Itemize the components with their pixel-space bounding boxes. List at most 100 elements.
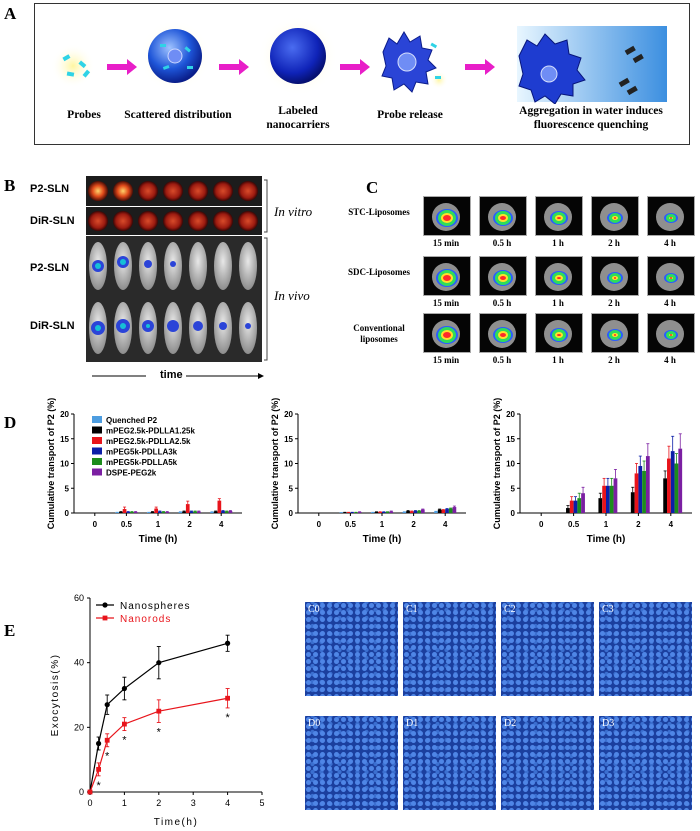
panel-a-frame: [34, 3, 690, 145]
y-tick-label: 10: [284, 460, 293, 469]
time-label: 1 h: [552, 298, 564, 308]
legend-swatch: [92, 416, 102, 423]
probe-release-icon: [381, 31, 448, 93]
thermal-image-graphic: [488, 263, 516, 291]
significance-marker: *: [105, 751, 110, 763]
thermal-image: [647, 256, 695, 296]
time-label: 4 h: [664, 355, 676, 365]
bar: [441, 510, 446, 513]
time-label: 15 min: [432, 238, 460, 248]
x-tick-label: 0: [317, 520, 322, 529]
thermal-image-graphic: [544, 320, 572, 348]
y-tick-label: 40: [74, 658, 84, 668]
labeled-nanocarrier-icon: [258, 16, 338, 96]
signal-red: [557, 334, 561, 336]
bar: [150, 512, 155, 513]
bar: [409, 511, 414, 513]
micrograph-c3: C3: [599, 602, 692, 696]
legend-marker: [102, 615, 108, 621]
bar: [598, 498, 603, 513]
x-axis-label: Time (h): [363, 534, 402, 545]
bar: [566, 508, 570, 513]
signal-red: [614, 334, 616, 336]
row-label: DiR-SLN: [30, 320, 75, 332]
data-point: [121, 685, 127, 692]
x-tick-label: 4: [443, 520, 448, 529]
x-axis-label: Time(h): [154, 817, 199, 828]
legend-swatch: [92, 426, 102, 434]
time-label: 0.5 h: [492, 238, 512, 248]
bar: [217, 500, 222, 513]
bar: [645, 456, 650, 513]
legend-swatch: [92, 468, 102, 476]
arrow-icon: [219, 59, 249, 75]
bar: [154, 508, 158, 513]
bar: [389, 511, 394, 513]
bar: [674, 463, 679, 513]
signal-red: [500, 333, 506, 337]
bar: [122, 509, 127, 513]
arrow-icon: [107, 59, 137, 75]
panel-label-e: E: [4, 621, 16, 640]
legend-label: DSPE-PEG2k: [106, 469, 157, 478]
thermal-image: [535, 313, 583, 353]
micrograph-d3: D3: [599, 716, 692, 810]
thermal-image: [423, 313, 471, 353]
bar: [165, 512, 170, 513]
caption-labeled: Labeled nanocarriers: [266, 105, 330, 131]
time-label: 4 h: [664, 238, 676, 248]
bar: [210, 512, 214, 513]
signal-red: [670, 277, 672, 279]
x-tick-label: 0: [539, 520, 544, 529]
signal-red: [614, 277, 616, 279]
data-point: [225, 695, 230, 701]
thermal-image-graphic: [544, 203, 572, 231]
data-point: [122, 721, 127, 727]
thermal-image-graphic: [600, 263, 628, 291]
time-label: 4 h: [664, 298, 676, 308]
x-tick-label: 0: [87, 798, 92, 808]
thermal-image-graphic: [544, 263, 572, 291]
bar: [434, 511, 438, 513]
legend-label: mPEG5k-PDLLA5k: [106, 458, 178, 467]
y-axis-label: Cumulative transport of P2 (%): [492, 398, 502, 529]
thermal-image-graphic: [656, 263, 684, 291]
x-tick-label: 4: [219, 520, 224, 529]
bar: [158, 511, 162, 513]
y-axis-label: Cumulative transport of P2 (%): [270, 398, 280, 529]
thermal-image: [479, 196, 527, 236]
y-tick-label: 10: [506, 460, 515, 469]
series-line: [89, 642, 228, 793]
panel-e-chart: 0 20 40 60 0 1 2 3 4 5 Time(h) Exocytosis(%) Nanosph…: [50, 593, 265, 828]
micrograph-c2: C2: [501, 602, 594, 696]
legend-marker: [102, 602, 108, 608]
signal-red: [443, 215, 451, 221]
thermal-image: [647, 196, 695, 236]
x-tick-label: 1: [156, 520, 161, 529]
y-tick-label: 15: [60, 435, 69, 444]
bar: [573, 500, 578, 513]
data-point: [156, 708, 162, 714]
x-tick-label: 2: [636, 520, 641, 529]
y-tick-label: 60: [74, 593, 84, 603]
x-tick-label: 3: [191, 798, 196, 808]
time-label: 15 min: [432, 298, 460, 308]
y-tick-label: 0: [511, 509, 516, 518]
bar: [602, 485, 606, 513]
bar: [133, 512, 138, 513]
micrograph-label: C0: [308, 604, 320, 615]
bar: [385, 512, 390, 513]
time-label: 15 min: [432, 355, 460, 365]
y-tick-label: 5: [289, 484, 294, 493]
bar: [609, 485, 614, 513]
time-label: 1 h: [552, 238, 564, 248]
bar: [221, 511, 225, 513]
bar: [130, 512, 134, 513]
significance-marker: *: [157, 726, 162, 738]
arrow-icon: [340, 59, 370, 75]
y-tick-label: 5: [65, 484, 70, 493]
time-label: 2 h: [608, 355, 620, 365]
micrograph-label: C2: [504, 604, 516, 615]
bar: [638, 465, 643, 513]
